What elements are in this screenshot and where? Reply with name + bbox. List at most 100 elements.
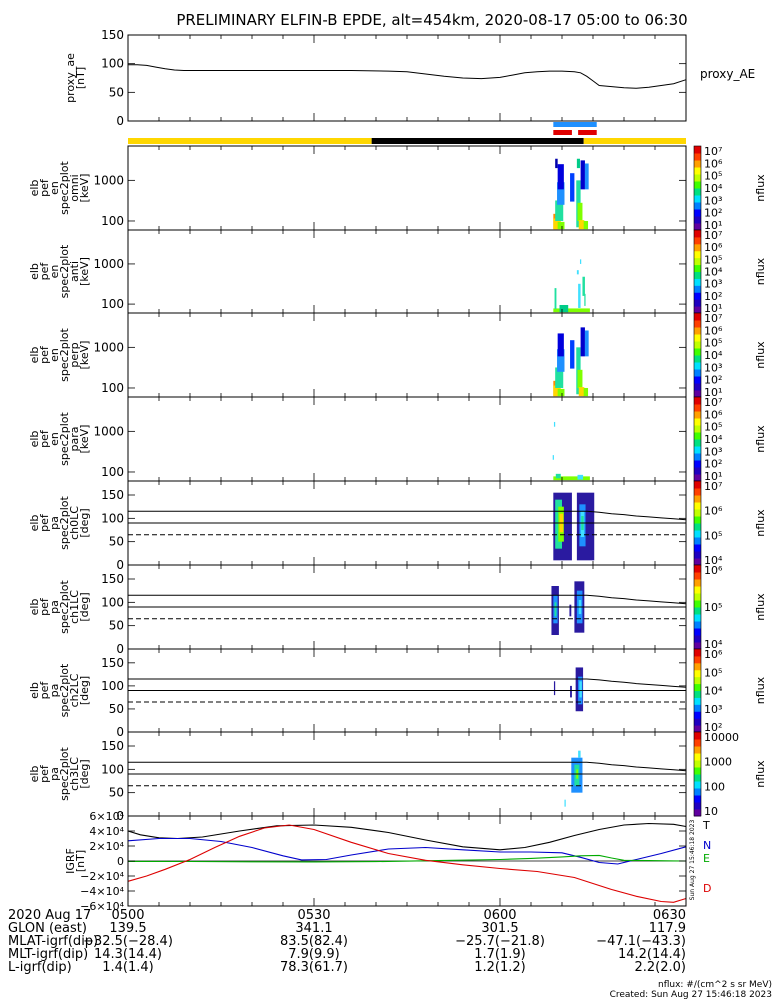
igrf-series-T — [127, 822, 687, 851]
colorbar-swatch — [694, 565, 701, 573]
y-axis-label: spec2plot — [58, 663, 71, 717]
y-tick-label: 2×10⁴ — [89, 840, 124, 853]
colorbar-swatch — [694, 718, 701, 726]
colorbar: 10000 1000 100 10 nflux — [693, 731, 767, 818]
footer-mlt-0500: 14.3(14.4) — [94, 947, 162, 962]
spectrogram-cell — [577, 369, 583, 388]
spectrogram-cell — [553, 421, 556, 427]
colorbar-swatch — [694, 649, 701, 657]
panel-frame — [127, 34, 687, 122]
colorbar-swatch — [694, 655, 701, 664]
spectrogram-cell — [554, 602, 557, 617]
spectrogram-cell — [570, 173, 575, 202]
spectrogram-cell — [579, 681, 582, 698]
colorbar-tick-label: 10⁶ — [704, 648, 723, 661]
igrf-legend-N: N — [703, 839, 711, 852]
colorbar-tick-label: 10⁶ — [704, 564, 723, 577]
footer-time-0500: 0500 — [111, 908, 144, 923]
colorbar-swatch — [694, 146, 701, 154]
spectrogram-cell — [555, 367, 564, 388]
footer-mlat-0530: 83.5(82.4) — [280, 934, 348, 949]
colorbar-swatch — [694, 509, 701, 517]
spectrogram-cell — [576, 158, 580, 169]
colorbar-swatch — [694, 732, 701, 740]
colorbar-tick-label: 10000 — [704, 731, 739, 744]
colorbar-swatch — [694, 334, 701, 342]
created-timestamp: Created: Sun Aug 27 15:46:18 2023 — [610, 990, 772, 1000]
spectrogram-cell — [583, 387, 589, 397]
panel-anti: 1001000elbpefenspec2plotanti[keV]10⁷10⁶1… — [28, 229, 767, 315]
spectrogram-cell — [578, 220, 585, 230]
colorbar-tick-label: 10 — [704, 805, 718, 818]
panel-proxy_ae: 0 50 100 150 proxy_ae[nT] proxy_AE — [64, 28, 755, 128]
spectrogram-cell — [555, 158, 558, 169]
orbit-status-segment-sunlight — [128, 138, 372, 144]
y-tick-label: 150 — [101, 488, 124, 502]
spectrogram-cell — [584, 330, 589, 357]
spectrogram-cell — [583, 220, 589, 230]
spectrogram-cell — [557, 333, 564, 357]
colorbar-swatch — [694, 404, 701, 412]
colorbar: 10⁶ 10⁵ 10⁴ 10³ 10² nflux — [693, 648, 767, 734]
nflux-units-note: nflux: #/(cm^2 s sr MeV) — [658, 980, 772, 990]
panel-frame — [127, 312, 687, 398]
spectrogram-cell — [553, 681, 556, 696]
y-tick-label: 50 — [109, 702, 124, 716]
footer-mlat-0600: −25.7(−21.8) — [455, 934, 545, 949]
y-axis-label: [deg] — [78, 676, 91, 705]
colorbar-swatch — [694, 809, 701, 817]
spectrogram-cell — [570, 340, 575, 369]
spectrogram-cell — [552, 455, 554, 460]
spectrogram-cell — [554, 288, 557, 310]
spectrogram-cell — [557, 349, 565, 372]
colorbar-tick-label: 10³ — [704, 445, 722, 458]
colorbar-tick-label: 10⁵ — [704, 666, 722, 679]
colorbar-swatch — [694, 488, 701, 496]
colorbar-swatch — [694, 153, 701, 161]
colorbar-label: nflux — [754, 760, 767, 788]
colorbar-tick-label: 10² — [704, 374, 722, 387]
colorbar-swatch — [694, 209, 701, 217]
colorbar-tick-label: 10⁴ — [704, 554, 723, 567]
footer-glon-0630: 117.9 — [649, 921, 686, 936]
spectrogram-cell — [557, 164, 564, 190]
colorbar-swatch — [694, 313, 701, 321]
colorbar-swatch — [694, 739, 701, 747]
colorbar-swatch — [694, 432, 701, 440]
colorbar-swatch — [694, 635, 701, 643]
colorbar-tick-label: 10⁷ — [704, 312, 722, 325]
y-tick-label: 50 — [109, 786, 124, 800]
y-tick-label: 0 — [116, 558, 124, 572]
colorbar-tick-label: 10⁵ — [704, 253, 722, 266]
footer-l-0630: 2.2(2.0) — [635, 960, 687, 975]
colorbar-swatch — [694, 551, 701, 559]
colorbar-swatch — [694, 341, 701, 349]
colorbar-tick-label: 10⁵ — [704, 421, 722, 434]
footer-time-0600: 0600 — [483, 908, 516, 923]
y-tick-label: 0 — [116, 725, 124, 739]
y-axis-label: pa — [48, 516, 61, 530]
spectrogram-cell — [553, 476, 590, 481]
colorbar-swatch — [694, 369, 701, 377]
spectrogram-cell — [570, 685, 572, 698]
y-axis-label: anti — [68, 261, 81, 282]
footer-mlat-0500: −32.5(−28.4) — [83, 934, 173, 949]
footer-glon-0600: 301.5 — [481, 921, 518, 936]
panel-frame — [127, 145, 687, 231]
colorbar-swatch — [694, 704, 701, 712]
colorbar-tick-label: 10¹ — [704, 219, 722, 232]
y-axis-label: elb — [28, 180, 41, 197]
y-tick-label: 100 — [101, 762, 124, 776]
colorbar-tick-label: 10² — [704, 207, 722, 220]
y-axis-label: elb — [28, 431, 41, 448]
colorbar-swatch — [694, 662, 701, 671]
y-axis-label: omni — [68, 174, 81, 201]
y-tick-label: 0 — [117, 855, 124, 868]
loss-cone-upper-line — [128, 678, 687, 688]
y-axis-label: [keV] — [78, 174, 91, 203]
colorbar-tick-label: 10⁴ — [704, 182, 723, 195]
